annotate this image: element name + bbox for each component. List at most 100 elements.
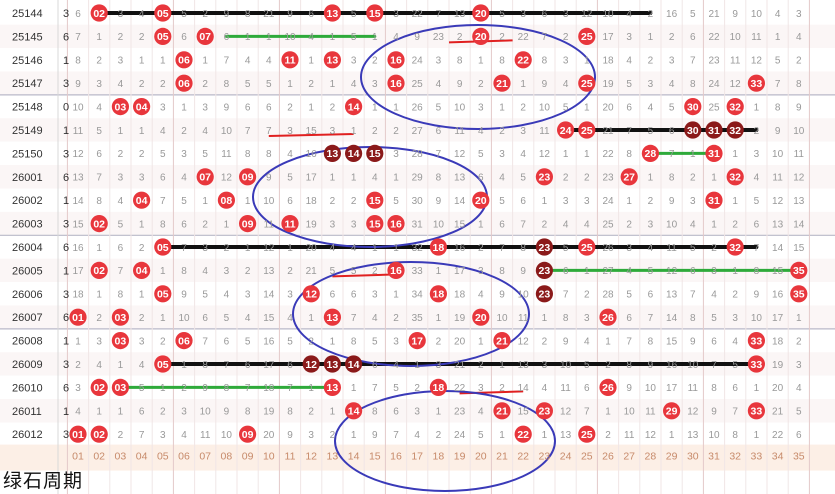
miss-count: 6 [330,290,336,301]
miss-count: 3 [372,79,378,90]
drawn-ball [90,425,108,443]
drawn-ball [535,261,554,279]
miss-count: 7 [351,313,357,324]
miss-count: 18 [306,196,318,207]
miss-count: 14 [454,196,466,207]
miss-count: 10 [284,32,296,43]
miss-count: 1 [542,313,548,324]
miss-count: 9 [202,383,208,394]
miss-count: 8 [775,102,781,113]
miss-count: 33 [412,266,424,277]
ball-number: 23 [539,172,551,184]
miss-count: 12 [772,196,784,207]
miss-count: 20 [306,243,318,254]
miss-count: 5 [372,336,378,347]
ball-number: 14 [348,406,360,418]
miss-count: 4 [775,9,781,20]
miss-count: 5 [351,266,357,277]
ball-number: 22 [517,429,529,441]
miss-count: 23 [454,407,466,418]
period-label: 26008 [12,336,43,348]
miss-count: 2 [499,383,505,394]
miss-count: 2 [436,430,442,441]
miss-count: 5 [754,196,760,207]
ball-number: 24 [560,125,572,137]
ball-number: 16 [390,55,402,67]
period-label: 25144 [12,8,43,20]
miss-count: 3 [796,9,802,20]
ball-number: 20 [475,312,487,324]
miss-count: 7 [542,32,548,43]
miss-count: 10 [645,383,657,394]
miss-count: 3 [478,266,484,277]
miss-count: 8 [75,56,81,67]
ball-number: 16 [390,218,402,230]
ball-number: 29 [666,406,678,418]
miss-count: 13 [454,9,466,20]
miss-count: 9 [224,102,230,113]
ball-number: 03 [115,335,127,347]
footer-number: 30 [687,451,699,463]
miss-count: 1 [160,383,166,394]
ball-number: 04 [136,101,148,113]
miss-count: 4 [330,243,336,254]
drawn-ball [535,238,554,256]
drawn-ball [684,121,702,139]
miss-count: 4 [372,173,378,184]
miss-count: 3 [478,383,484,394]
miss-count: 6 [96,149,102,160]
drawn-ball [196,27,214,45]
miss-count: 1 [436,266,442,277]
ball-number: 02 [93,218,105,230]
miss-count: 5 [732,360,738,371]
drawn-ball [578,121,596,139]
drawn-ball [726,168,744,186]
miss-count: 2 [181,126,187,137]
miss-count: 3 [669,56,675,67]
drawn-ball [387,51,405,69]
miss-count: 1 [308,56,314,67]
miss-count: 6 [754,219,760,230]
drawn-ball [133,98,151,116]
miss-count: 19 [772,360,784,371]
drawn-ball [69,425,87,443]
miss-count: 1 [118,126,124,137]
miss-count: 18 [454,290,466,301]
miss-count: 5 [351,32,357,43]
row-background [0,399,835,423]
miss-count: 3 [393,9,399,20]
miss-count: 15 [454,219,466,230]
miss-count: 8 [648,336,654,347]
drawn-ball [111,332,129,350]
drawn-ball [472,191,490,209]
miss-count: 21 [306,266,318,277]
ball-number: 35 [793,265,805,277]
ball-number: 13 [327,148,339,160]
ball-number: 13 [327,8,339,20]
footer-number: 18 [433,451,445,463]
miss-count: 11 [730,56,741,67]
miss-count: 8 [669,173,675,184]
miss-count: 16 [263,336,275,347]
footer-number: 04 [136,451,148,463]
miss-count: 9 [648,360,654,371]
miss-count: 7 [160,196,166,207]
miss-count: 10 [560,360,572,371]
miss-count: 21 [454,360,466,371]
miss-count: 1 [245,32,251,43]
miss-count: 20 [263,430,275,441]
footer-number: 19 [454,451,466,463]
miss-count: 8 [563,313,569,324]
miss-count: 3 [308,430,314,441]
miss-count: 5 [648,126,654,137]
miss-count: 16 [454,243,466,254]
miss-count: 9 [669,196,675,207]
miss-count: 7 [775,79,781,90]
miss-count: 10 [221,126,233,137]
ball-number: 11 [284,218,295,230]
period-label: 25150 [12,148,43,160]
drawn-ball [726,238,744,256]
miss-count: 3 [520,126,526,137]
miss-count: 3 [563,56,569,67]
